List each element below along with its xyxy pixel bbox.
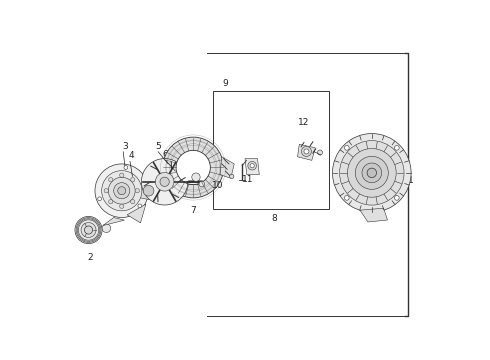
Text: 1: 1 [408,176,413,185]
Circle shape [192,173,200,181]
Circle shape [318,150,322,155]
Circle shape [95,164,148,217]
Circle shape [176,150,210,185]
Circle shape [131,177,135,182]
Text: 5: 5 [155,142,161,151]
Text: 6: 6 [163,150,169,159]
Circle shape [143,185,154,196]
Circle shape [114,183,130,199]
Polygon shape [245,158,259,175]
Text: 7: 7 [190,206,196,215]
Circle shape [340,141,404,205]
Circle shape [344,145,349,150]
Text: 3: 3 [122,142,128,151]
Circle shape [163,137,223,198]
Text: 11: 11 [242,175,253,184]
Text: 10: 10 [213,181,224,190]
Circle shape [304,149,309,154]
Circle shape [344,195,349,200]
Bar [213,91,329,208]
Circle shape [160,177,169,186]
Polygon shape [138,180,159,202]
Text: 8: 8 [272,214,277,223]
Circle shape [101,171,142,211]
Circle shape [104,189,108,193]
Circle shape [394,195,399,200]
Circle shape [135,189,140,193]
Circle shape [155,172,174,191]
Circle shape [120,204,124,208]
Circle shape [84,226,93,234]
Text: 4: 4 [129,151,135,160]
Text: 12: 12 [298,118,310,127]
Circle shape [98,197,101,201]
Circle shape [109,199,113,204]
Text: 9: 9 [222,79,228,88]
Circle shape [142,158,188,205]
Circle shape [347,148,396,197]
Circle shape [108,177,135,204]
Circle shape [138,204,142,208]
Circle shape [362,163,382,183]
Circle shape [199,181,204,187]
Circle shape [81,222,96,238]
Circle shape [109,177,113,182]
Text: 2: 2 [88,253,93,262]
Circle shape [75,216,102,244]
Circle shape [230,174,234,179]
Circle shape [250,163,254,168]
Circle shape [301,147,312,157]
Circle shape [131,199,135,204]
Circle shape [120,173,124,177]
Circle shape [355,156,388,189]
Circle shape [102,224,111,233]
Circle shape [367,168,376,177]
Circle shape [118,187,126,195]
Circle shape [124,166,128,169]
Polygon shape [297,144,316,160]
Polygon shape [360,208,388,222]
Polygon shape [103,217,124,226]
Circle shape [333,134,411,212]
Polygon shape [127,204,146,223]
Circle shape [394,145,399,150]
Circle shape [248,161,256,170]
Polygon shape [220,157,234,178]
